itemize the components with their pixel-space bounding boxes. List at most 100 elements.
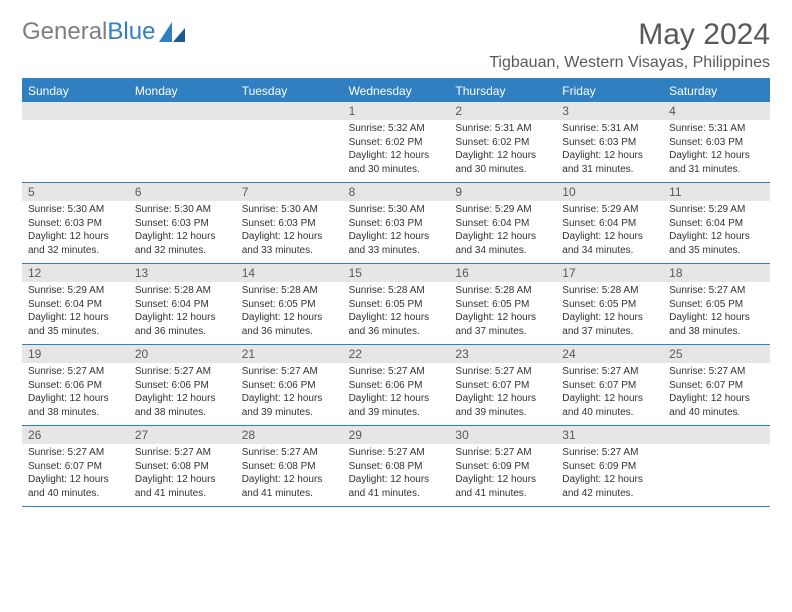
detail-line: Daylight: 12 hours and 34 minutes. bbox=[562, 230, 657, 257]
detail-line: Daylight: 12 hours and 32 minutes. bbox=[28, 230, 123, 257]
location: Tigbauan, Western Visayas, Philippines bbox=[489, 54, 770, 72]
day-detail-cell: Sunrise: 5:27 AMSunset: 6:09 PMDaylight:… bbox=[556, 444, 663, 506]
day-detail-cell: Sunrise: 5:28 AMSunset: 6:04 PMDaylight:… bbox=[129, 282, 236, 344]
day-number-cell: 29 bbox=[343, 426, 450, 444]
detail-line: Sunset: 6:04 PM bbox=[562, 217, 657, 231]
detail-line: Sunset: 6:08 PM bbox=[349, 460, 444, 474]
detail-line: Daylight: 12 hours and 39 minutes. bbox=[455, 392, 550, 419]
day-number-cell bbox=[22, 102, 129, 120]
detail-line: Daylight: 12 hours and 30 minutes. bbox=[455, 149, 550, 176]
detail-line: Sunrise: 5:29 AM bbox=[28, 284, 123, 298]
detail-line: Sunset: 6:05 PM bbox=[562, 298, 657, 312]
week-detail-row: Sunrise: 5:29 AMSunset: 6:04 PM Daylight:… bbox=[22, 282, 770, 345]
detail-line: Sunset: 6:05 PM bbox=[349, 298, 444, 312]
detail-line: Daylight: 12 hours and 41 minutes. bbox=[349, 473, 444, 500]
day-number-cell: 9 bbox=[449, 183, 556, 201]
week-number-row: 567891011 bbox=[22, 183, 770, 201]
detail-line: Sunset: 6:06 PM bbox=[349, 379, 444, 393]
detail-line: Sunrise: 5:27 AM bbox=[135, 446, 230, 460]
detail-line: Sunset: 6:09 PM bbox=[562, 460, 657, 474]
day-number-cell: 31 bbox=[556, 426, 663, 444]
week-detail-row: Sunrise: 5:30 AMSunset: 6:03 PMDaylight:… bbox=[22, 201, 770, 264]
day-header-row: SundayMondayTuesdayWednesdayThursdayFrid… bbox=[22, 80, 770, 102]
day-detail-cell: Sunrise: 5:27 AMSunset: 6:07 PMDaylight:… bbox=[556, 363, 663, 425]
detail-line: Daylight: 12 hours and 32 minutes. bbox=[135, 230, 230, 257]
day-number-cell: 12 bbox=[22, 264, 129, 282]
day-number-cell: 4 bbox=[663, 102, 770, 120]
detail-line: Sunset: 6:04 PM bbox=[28, 298, 123, 312]
day-number-cell: 6 bbox=[129, 183, 236, 201]
detail-line: Sunrise: 5:31 AM bbox=[455, 122, 550, 136]
day-number-cell: 14 bbox=[236, 264, 343, 282]
detail-line: Daylight: 12 hours and 40 minutes. bbox=[28, 473, 123, 500]
day-detail-cell: Sunrise: 5:27 AMSunset: 6:06 PMDaylight:… bbox=[343, 363, 450, 425]
logo-sail-icon bbox=[159, 22, 185, 42]
detail-line: Daylight: 12 hours and 37 minutes. bbox=[562, 311, 657, 338]
detail-line: Daylight: 12 hours and 33 minutes. bbox=[349, 230, 444, 257]
detail-line: Daylight: 12 hours and 40 minutes. bbox=[669, 392, 764, 419]
week-detail-row: Sunrise: 5:27 AMSunset: 6:06 PMDaylight:… bbox=[22, 363, 770, 426]
day-detail-cell: Sunrise: 5:28 AMSunset: 6:05 PMDaylight:… bbox=[343, 282, 450, 344]
detail-line: Daylight: 12 hours and 42 minutes. bbox=[562, 473, 657, 500]
day-number-cell: 21 bbox=[236, 345, 343, 363]
day-detail-cell: Sunrise: 5:30 AMSunset: 6:03 PMDaylight:… bbox=[236, 201, 343, 263]
detail-line: Daylight: 12 hours and 31 minutes. bbox=[669, 149, 764, 176]
day-detail-cell: Sunrise: 5:31 AMSunset: 6:02 PMDaylight:… bbox=[449, 120, 556, 182]
day-number-cell: 28 bbox=[236, 426, 343, 444]
day-number-cell: 10 bbox=[556, 183, 663, 201]
detail-line: Sunrise: 5:28 AM bbox=[455, 284, 550, 298]
detail-line: Sunrise: 5:27 AM bbox=[28, 446, 123, 460]
detail-line: Sunrise: 5:27 AM bbox=[349, 365, 444, 379]
day-number-cell bbox=[663, 426, 770, 444]
week-detail-row: Sunrise: 5:27 AMSunset: 6:07 PMDaylight:… bbox=[22, 444, 770, 507]
day-header-cell: Sunday bbox=[22, 80, 129, 102]
detail-line: Sunset: 6:09 PM bbox=[455, 460, 550, 474]
day-number-cell: 24 bbox=[556, 345, 663, 363]
day-detail-cell: Sunrise: 5:31 AMSunset: 6:03 PMDaylight:… bbox=[556, 120, 663, 182]
week-number-row: 1234 bbox=[22, 102, 770, 120]
day-detail-cell bbox=[236, 120, 343, 182]
day-number-cell: 30 bbox=[449, 426, 556, 444]
day-number-cell: 18 bbox=[663, 264, 770, 282]
day-detail-cell: Sunrise: 5:32 AMSunset: 6:02 PMDaylight:… bbox=[343, 120, 450, 182]
detail-line: Sunrise: 5:32 AM bbox=[349, 122, 444, 136]
detail-line: Daylight: 12 hours and 38 minutes. bbox=[135, 392, 230, 419]
detail-line: Daylight: 12 hours and 37 minutes. bbox=[455, 311, 550, 338]
day-detail-cell: Sunrise: 5:30 AMSunset: 6:03 PMDaylight:… bbox=[22, 201, 129, 263]
detail-line: Sunset: 6:06 PM bbox=[28, 379, 123, 393]
day-number-cell: 13 bbox=[129, 264, 236, 282]
day-number-cell bbox=[129, 102, 236, 120]
day-number-cell: 19 bbox=[22, 345, 129, 363]
detail-line: Sunrise: 5:27 AM bbox=[562, 365, 657, 379]
detail-line: Sunset: 6:04 PM bbox=[669, 217, 764, 231]
day-number-cell: 22 bbox=[343, 345, 450, 363]
detail-line: Daylight: 12 hours and 41 minutes. bbox=[135, 473, 230, 500]
detail-line: Sunset: 6:03 PM bbox=[562, 136, 657, 150]
detail-line: Sunrise: 5:27 AM bbox=[562, 446, 657, 460]
day-number-cell: 5 bbox=[22, 183, 129, 201]
detail-line: Sunrise: 5:27 AM bbox=[242, 446, 337, 460]
day-detail-cell: Sunrise: 5:28 AMSunset: 6:05 PMDaylight:… bbox=[449, 282, 556, 344]
logo: GeneralBlue bbox=[22, 18, 185, 46]
day-detail-cell: Sunrise: 5:27 AMSunset: 6:08 PMDaylight:… bbox=[343, 444, 450, 506]
logo-text-gray: General bbox=[22, 18, 107, 46]
detail-line: Sunset: 6:07 PM bbox=[669, 379, 764, 393]
week-number-row: 19202122232425 bbox=[22, 345, 770, 363]
day-detail-cell: Sunrise: 5:27 AMSunset: 6:07 PMDaylight:… bbox=[22, 444, 129, 506]
day-number-cell: 11 bbox=[663, 183, 770, 201]
day-detail-cell: Sunrise: 5:29 AMSunset: 6:04 PMDaylight:… bbox=[663, 201, 770, 263]
day-number-cell bbox=[236, 102, 343, 120]
detail-line: Sunset: 6:02 PM bbox=[455, 136, 550, 150]
detail-line: Sunrise: 5:30 AM bbox=[349, 203, 444, 217]
detail-line: Daylight: 12 hours and 33 minutes. bbox=[242, 230, 337, 257]
day-number-cell: 26 bbox=[22, 426, 129, 444]
detail-line: Sunrise: 5:27 AM bbox=[28, 365, 123, 379]
day-number-cell: 27 bbox=[129, 426, 236, 444]
detail-line: Sunset: 6:04 PM bbox=[455, 217, 550, 231]
detail-line: Sunrise: 5:28 AM bbox=[242, 284, 337, 298]
detail-line: Sunrise: 5:28 AM bbox=[562, 284, 657, 298]
day-detail-cell: Sunrise: 5:28 AMSunset: 6:05 PMDaylight:… bbox=[556, 282, 663, 344]
day-number-cell: 17 bbox=[556, 264, 663, 282]
detail-line: Sunset: 6:08 PM bbox=[242, 460, 337, 474]
day-detail-cell: Sunrise: 5:31 AMSunset: 6:03 PMDaylight:… bbox=[663, 120, 770, 182]
